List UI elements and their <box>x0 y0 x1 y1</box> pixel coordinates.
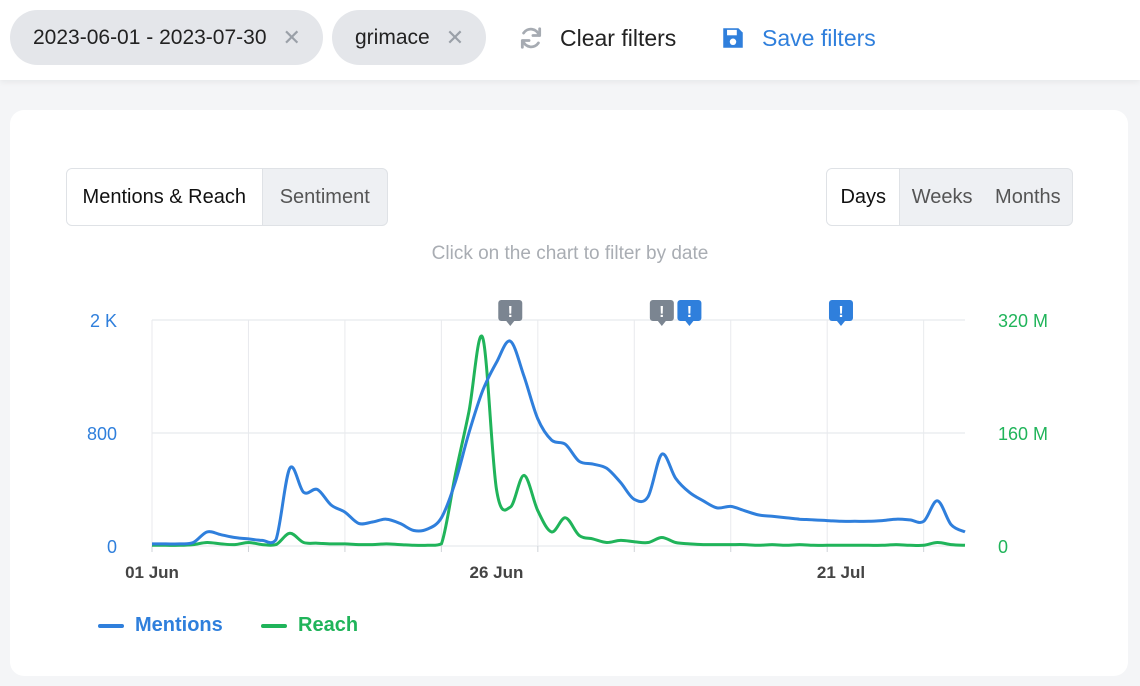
save-filters-label: Save filters <box>762 24 876 51</box>
clear-filters-label: Clear filters <box>560 24 677 51</box>
tab-mentions-reach[interactable]: Mentions & Reach <box>67 169 262 225</box>
x-axis-label-2: 21 Jul <box>817 563 865 582</box>
chart-hint: Click on the chart to filter by date <box>431 243 709 264</box>
legend-mentions[interactable]: Mentions <box>98 614 223 637</box>
date-range-chip[interactable]: 2023-06-01 - 2023-07-30 ✕ <box>10 10 323 65</box>
tab-days[interactable]: Days <box>827 169 900 225</box>
remove-date-range-icon[interactable]: ✕ <box>282 24 301 50</box>
period-tabs: Days Weeks Months <box>826 168 1073 226</box>
floppy-disk-icon <box>723 28 743 48</box>
legend-reach-label: Reach <box>298 614 359 636</box>
alert-marker-0[interactable]: ! <box>498 300 523 326</box>
alert-marker-2[interactable]: ! <box>677 300 702 326</box>
refresh-icon <box>520 27 542 49</box>
reach-line <box>152 334 966 548</box>
left-axis-label-1: 800 <box>87 424 117 444</box>
right-axis-label-2: 320 M <box>998 311 1048 331</box>
left-axis-label-2: 2 K <box>90 311 117 331</box>
keyword-chip[interactable]: grimace ✕ <box>332 10 487 65</box>
mentions-swatch <box>98 623 124 628</box>
alert-glyph: ! <box>687 304 692 321</box>
reach-swatch <box>261 623 287 628</box>
alert-glyph: ! <box>659 304 664 321</box>
x-axis-label-1: 26 Jun <box>470 563 524 582</box>
right-axis-label-1: 160 M <box>998 424 1048 444</box>
left-axis-label-0: 0 <box>107 537 117 557</box>
x-axis-label-0: 01 Jun <box>125 563 179 582</box>
legend-reach[interactable]: Reach <box>261 614 358 637</box>
tab-sentiment[interactable]: Sentiment <box>261 169 387 225</box>
right-axis-label-0: 0 <box>998 537 1008 557</box>
tab-months[interactable]: Months <box>995 185 1061 208</box>
tab-weeks[interactable]: Weeks <box>899 169 983 225</box>
save-filters-button[interactable]: Save filters <box>720 22 876 54</box>
keyword-label: grimace <box>355 25 430 49</box>
clear-filters-button[interactable]: Clear filters <box>518 22 676 54</box>
alert-glyph: ! <box>508 304 513 321</box>
remove-keyword-icon[interactable]: ✕ <box>445 24 465 50</box>
mentions-line <box>152 339 966 546</box>
alert-glyph: ! <box>838 304 843 321</box>
metric-tabs: Mentions & Reach Sentiment <box>66 168 388 226</box>
filter-bar: 2023-06-01 - 2023-07-30 ✕ grimace ✕ Clea… <box>0 0 1140 80</box>
legend-mentions-label: Mentions <box>135 614 223 636</box>
date-range-label: 2023-06-01 - 2023-07-30 <box>33 25 267 49</box>
alert-marker-1[interactable]: ! <box>649 300 674 326</box>
alert-marker-3[interactable]: ! <box>828 300 853 326</box>
